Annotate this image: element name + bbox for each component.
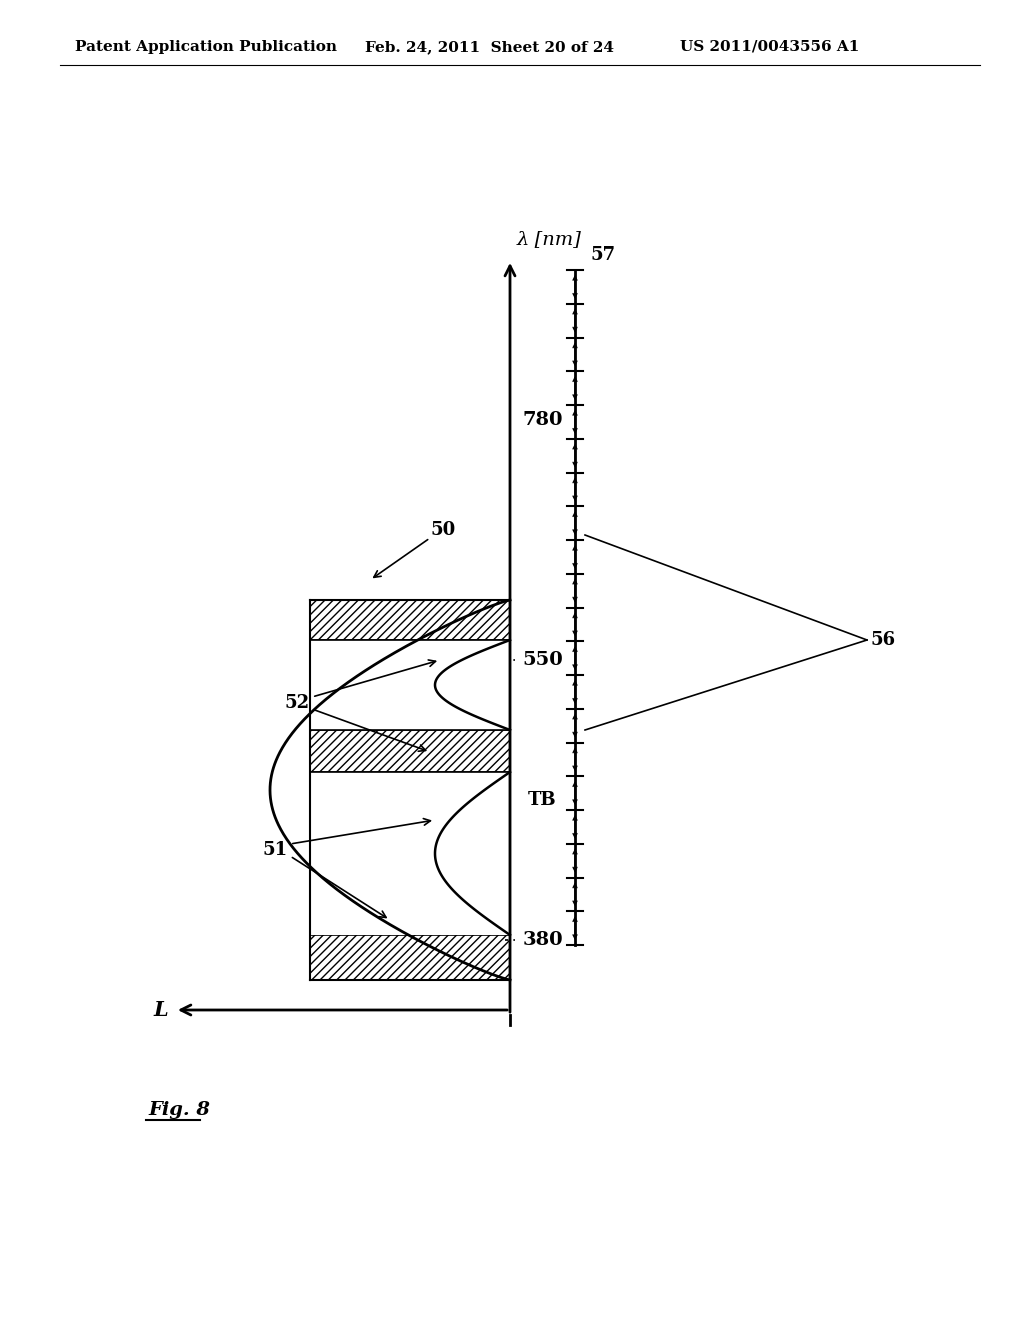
Text: 57: 57 <box>590 246 615 264</box>
Text: Fig. 8: Fig. 8 <box>148 1101 210 1119</box>
Text: 51: 51 <box>263 841 288 859</box>
Text: US 2011/0043556 A1: US 2011/0043556 A1 <box>680 40 859 54</box>
Bar <box>310 601 510 640</box>
Text: Patent Application Publication: Patent Application Publication <box>75 40 337 54</box>
Text: TB: TB <box>528 791 557 809</box>
Text: 380: 380 <box>522 931 563 949</box>
Text: L: L <box>154 1001 168 1020</box>
Bar <box>310 772 510 935</box>
Bar <box>310 935 510 979</box>
Text: 56: 56 <box>870 631 895 649</box>
Bar <box>310 640 510 730</box>
Text: λ [nm]: λ [nm] <box>517 230 582 248</box>
Text: 780: 780 <box>522 411 563 429</box>
Text: 550: 550 <box>522 651 563 669</box>
Text: 50: 50 <box>430 521 456 539</box>
Text: 52: 52 <box>285 694 310 711</box>
Text: Feb. 24, 2011  Sheet 20 of 24: Feb. 24, 2011 Sheet 20 of 24 <box>365 40 614 54</box>
Bar <box>310 730 510 772</box>
